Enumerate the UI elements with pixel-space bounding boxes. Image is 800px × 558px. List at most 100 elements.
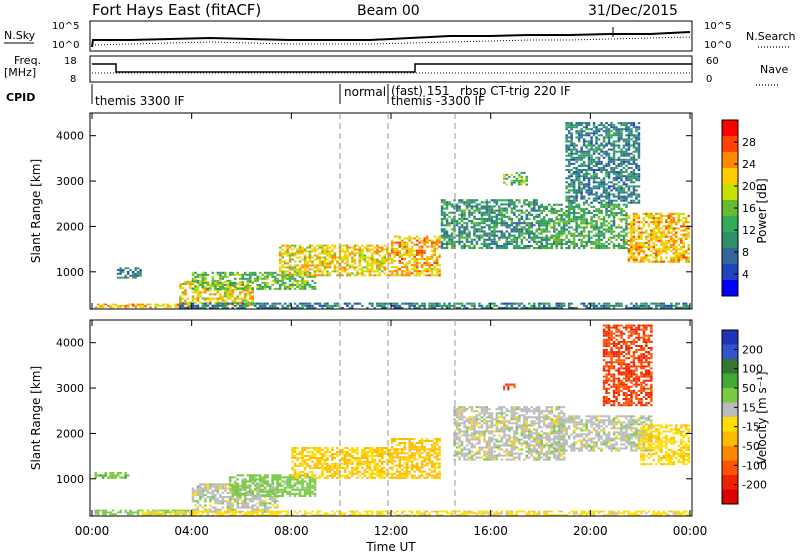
power-cell	[533, 303, 536, 305]
power-cell	[394, 303, 397, 305]
power-cell	[408, 303, 411, 305]
velocity-cell	[324, 455, 327, 457]
velocity-cell	[214, 494, 217, 496]
velocity-cell	[314, 449, 317, 451]
power-cell	[369, 259, 372, 261]
power-cell	[568, 122, 571, 124]
power-cell	[451, 218, 454, 220]
power-cell	[503, 245, 506, 247]
power-cell	[361, 268, 364, 270]
power-cell	[640, 242, 643, 244]
power-cell	[301, 280, 304, 282]
power-cell	[279, 259, 282, 261]
power-cell	[496, 216, 499, 218]
power-cell	[247, 293, 250, 295]
power-cell	[588, 233, 591, 235]
power-cell	[438, 238, 441, 240]
power-cell	[635, 257, 638, 259]
velocity-cell	[289, 493, 292, 495]
power-cell	[384, 257, 387, 259]
power-cell	[284, 284, 287, 286]
power-cell	[526, 224, 529, 226]
power-cell	[556, 212, 559, 214]
power-cell	[428, 264, 431, 266]
velocity-cell	[309, 465, 312, 467]
power-cell	[471, 303, 474, 305]
power-cell	[578, 122, 581, 124]
power-cell	[588, 181, 591, 183]
velocity-cell	[239, 489, 242, 491]
power-cell	[252, 274, 255, 276]
power-cell	[635, 147, 638, 149]
freq-left-tick-bottom: 8	[70, 74, 76, 85]
power-cell	[608, 214, 611, 216]
power-cell	[391, 262, 394, 264]
power-cell	[588, 149, 591, 151]
power-cell	[685, 219, 688, 221]
power-cell	[580, 147, 583, 149]
power-cell	[299, 251, 302, 253]
velocity-cell	[284, 487, 287, 489]
velocity-cell	[314, 474, 317, 476]
power-cell	[453, 220, 456, 222]
velocity-cell	[296, 465, 299, 467]
power-cell	[610, 231, 613, 233]
power-cell	[199, 302, 202, 304]
velocity-cell	[309, 476, 312, 478]
power-cell	[217, 303, 220, 305]
velocity-cell	[214, 485, 217, 487]
power-cell	[568, 208, 571, 210]
velocity-cell	[331, 473, 334, 475]
power-cell	[618, 192, 621, 194]
velocity-cell	[339, 477, 342, 479]
velocity-cell	[289, 478, 292, 480]
power-cell	[217, 298, 220, 300]
power-cell	[483, 243, 486, 245]
power-cell	[202, 272, 205, 274]
velocity-cell	[214, 490, 217, 492]
power-cell	[655, 259, 658, 261]
power-cell	[633, 147, 636, 149]
power-cell	[603, 124, 606, 126]
power-cell	[518, 174, 521, 176]
power-cell	[511, 235, 513, 237]
power-cell	[478, 239, 481, 241]
power-cell	[431, 264, 434, 266]
power-cell	[508, 243, 511, 245]
velocity-cell	[237, 489, 240, 491]
power-cell	[513, 180, 516, 182]
power-cell	[570, 149, 573, 151]
velocity-cell	[321, 471, 324, 473]
power-cell	[628, 240, 631, 242]
velocity-cell	[139, 510, 142, 512]
power-cell	[660, 227, 663, 229]
power-cell	[458, 228, 461, 230]
power-cell	[281, 270, 284, 272]
power-cell	[471, 199, 474, 201]
velocity-cell	[229, 476, 232, 478]
power-cell	[491, 247, 494, 249]
power-cell	[583, 155, 586, 157]
power-cell	[249, 291, 252, 293]
power-cell	[630, 145, 633, 147]
power-cell	[289, 247, 292, 249]
power-cell	[575, 122, 578, 124]
power-cell	[354, 268, 357, 270]
power-cell	[615, 245, 618, 247]
power-cell	[406, 303, 409, 305]
power-cell	[613, 305, 616, 307]
power-cell	[605, 143, 608, 145]
power-cell	[478, 237, 481, 239]
power-cell	[334, 264, 337, 266]
power-cell	[618, 173, 621, 175]
power-cell	[605, 202, 608, 204]
power-cell	[528, 245, 531, 247]
power-cell	[458, 226, 461, 228]
power-cell	[570, 126, 573, 128]
power-cell	[346, 261, 349, 263]
power-cell	[341, 251, 344, 253]
power-cell	[628, 187, 631, 189]
power-cell	[523, 203, 526, 205]
power-cell	[202, 278, 205, 280]
power-cell	[261, 274, 264, 276]
